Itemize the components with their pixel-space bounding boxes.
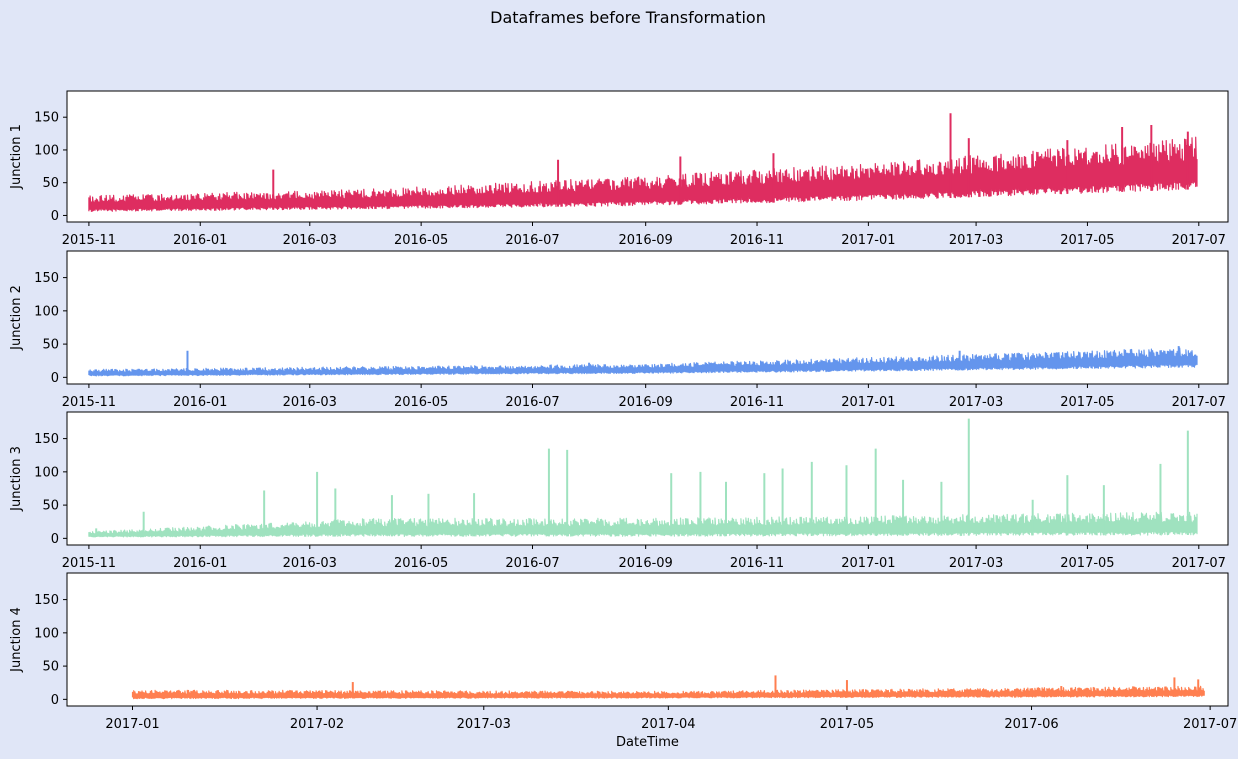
y-tick-label: 150 xyxy=(34,432,59,447)
x-tick-label: 2017-07 xyxy=(1172,395,1226,410)
x-tick-label: 2016-05 xyxy=(394,556,448,571)
y-tick-label: 50 xyxy=(42,338,59,353)
axes-frame xyxy=(66,572,1229,707)
x-tick-label: 2016-05 xyxy=(394,233,448,248)
x-tick-label: 2016-01 xyxy=(173,395,227,410)
x-tick-label: 2016-07 xyxy=(505,556,559,571)
subplot-1: 0 50 100 150 2015-11 2016-01 2016-03 2016-05 201… xyxy=(9,90,1229,248)
x-tick-label: 2017-05 xyxy=(820,717,874,732)
y-tick-label: 150 xyxy=(34,593,59,608)
x-tick-label: 2017-01 xyxy=(105,717,159,732)
subplot-4: 0 50 100 150 2017-01 2017-02 2017-03 2017-04 201… xyxy=(9,572,1237,750)
x-tick-label: 2016-09 xyxy=(619,233,673,248)
x-tick-label: 2016-05 xyxy=(394,395,448,410)
x-tick-label: 2017-07 xyxy=(1172,233,1226,248)
subplot-2: 0 50 100 150 2015-11 2016-01 2016-03 2016-05 201… xyxy=(9,250,1229,410)
x-tick-label: 2016-09 xyxy=(619,395,673,410)
x-tick-label: 2016-11 xyxy=(730,395,784,410)
axes-frame xyxy=(66,411,1229,546)
y-tick-label: 150 xyxy=(34,111,59,126)
x-tick-label: 2016-03 xyxy=(283,556,337,571)
axes-frame xyxy=(66,250,1229,385)
y-tick-label: 100 xyxy=(34,465,59,480)
y-tick-label: 100 xyxy=(34,143,59,158)
y-tick-label: 0 xyxy=(51,209,59,224)
plot-area xyxy=(67,573,1228,706)
x-tick-label: 2017-05 xyxy=(1060,556,1114,571)
x-tick-label: 2017-07 xyxy=(1172,556,1226,571)
y-axis-label: Junction 2 xyxy=(9,285,24,351)
y-axis-label: Junction 3 xyxy=(9,446,24,512)
x-tick-label: 2016-11 xyxy=(730,233,784,248)
figure-title: Dataframes before Transformation xyxy=(490,8,766,27)
x-tick-label: 2017-03 xyxy=(949,233,1003,248)
subplot-3: 0 50 100 150 2015-11 2016-01 2016-03 2016-05 201… xyxy=(9,411,1229,571)
series-line xyxy=(131,685,1205,700)
x-tick-label: 2017-01 xyxy=(841,556,895,571)
x-tick-label: 2017-01 xyxy=(841,233,895,248)
y-tick-label: 0 xyxy=(51,532,59,547)
y-tick-label: 50 xyxy=(42,660,59,675)
x-tick-label: 2017-07 xyxy=(1183,717,1237,732)
x-tick-label: 2017-03 xyxy=(457,717,511,732)
y-axis-label: Junction 4 xyxy=(9,607,24,673)
series-line xyxy=(88,511,1198,538)
x-tick-label: 2016-07 xyxy=(505,395,559,410)
x-tick-label: 2017-03 xyxy=(949,395,1003,410)
y-tick-label: 100 xyxy=(34,626,59,641)
x-tick-label: 2016-01 xyxy=(173,556,227,571)
x-tick-label: 2017-02 xyxy=(290,717,344,732)
x-tick-label: 2015-11 xyxy=(62,395,116,410)
x-tick-label: 2016-01 xyxy=(173,233,227,248)
x-tick-label: 2015-11 xyxy=(62,233,116,248)
x-tick-label: 2017-03 xyxy=(949,556,1003,571)
x-tick-label: 2016-03 xyxy=(283,233,337,248)
x-tick-label: 2017-05 xyxy=(1060,233,1114,248)
y-tick-label: 150 xyxy=(34,271,59,286)
x-axis-label: DateTime xyxy=(616,735,679,750)
x-tick-label: 2016-11 xyxy=(730,556,784,571)
x-tick-label: 2017-05 xyxy=(1060,395,1114,410)
x-tick-label: 2016-07 xyxy=(505,233,559,248)
series-line xyxy=(88,347,1198,377)
y-tick-label: 0 xyxy=(51,693,59,708)
x-tick-label: 2017-01 xyxy=(841,395,895,410)
x-tick-label: 2015-11 xyxy=(62,556,116,571)
subplots: 0 50 100 150 2015-11 2016-01 2016-03 2016-05 201… xyxy=(9,90,1237,750)
y-tick-label: 50 xyxy=(42,499,59,514)
x-tick-label: 2017-04 xyxy=(641,717,695,732)
x-tick-label: 2016-03 xyxy=(283,395,337,410)
y-axis-label: Junction 1 xyxy=(9,124,24,190)
x-tick-label: 2016-09 xyxy=(619,556,673,571)
axes-frame xyxy=(66,90,1229,223)
x-tick-label: 2017-06 xyxy=(1004,717,1058,732)
y-tick-label: 0 xyxy=(51,371,59,386)
y-tick-label: 100 xyxy=(34,304,59,319)
y-tick-label: 50 xyxy=(42,176,59,191)
